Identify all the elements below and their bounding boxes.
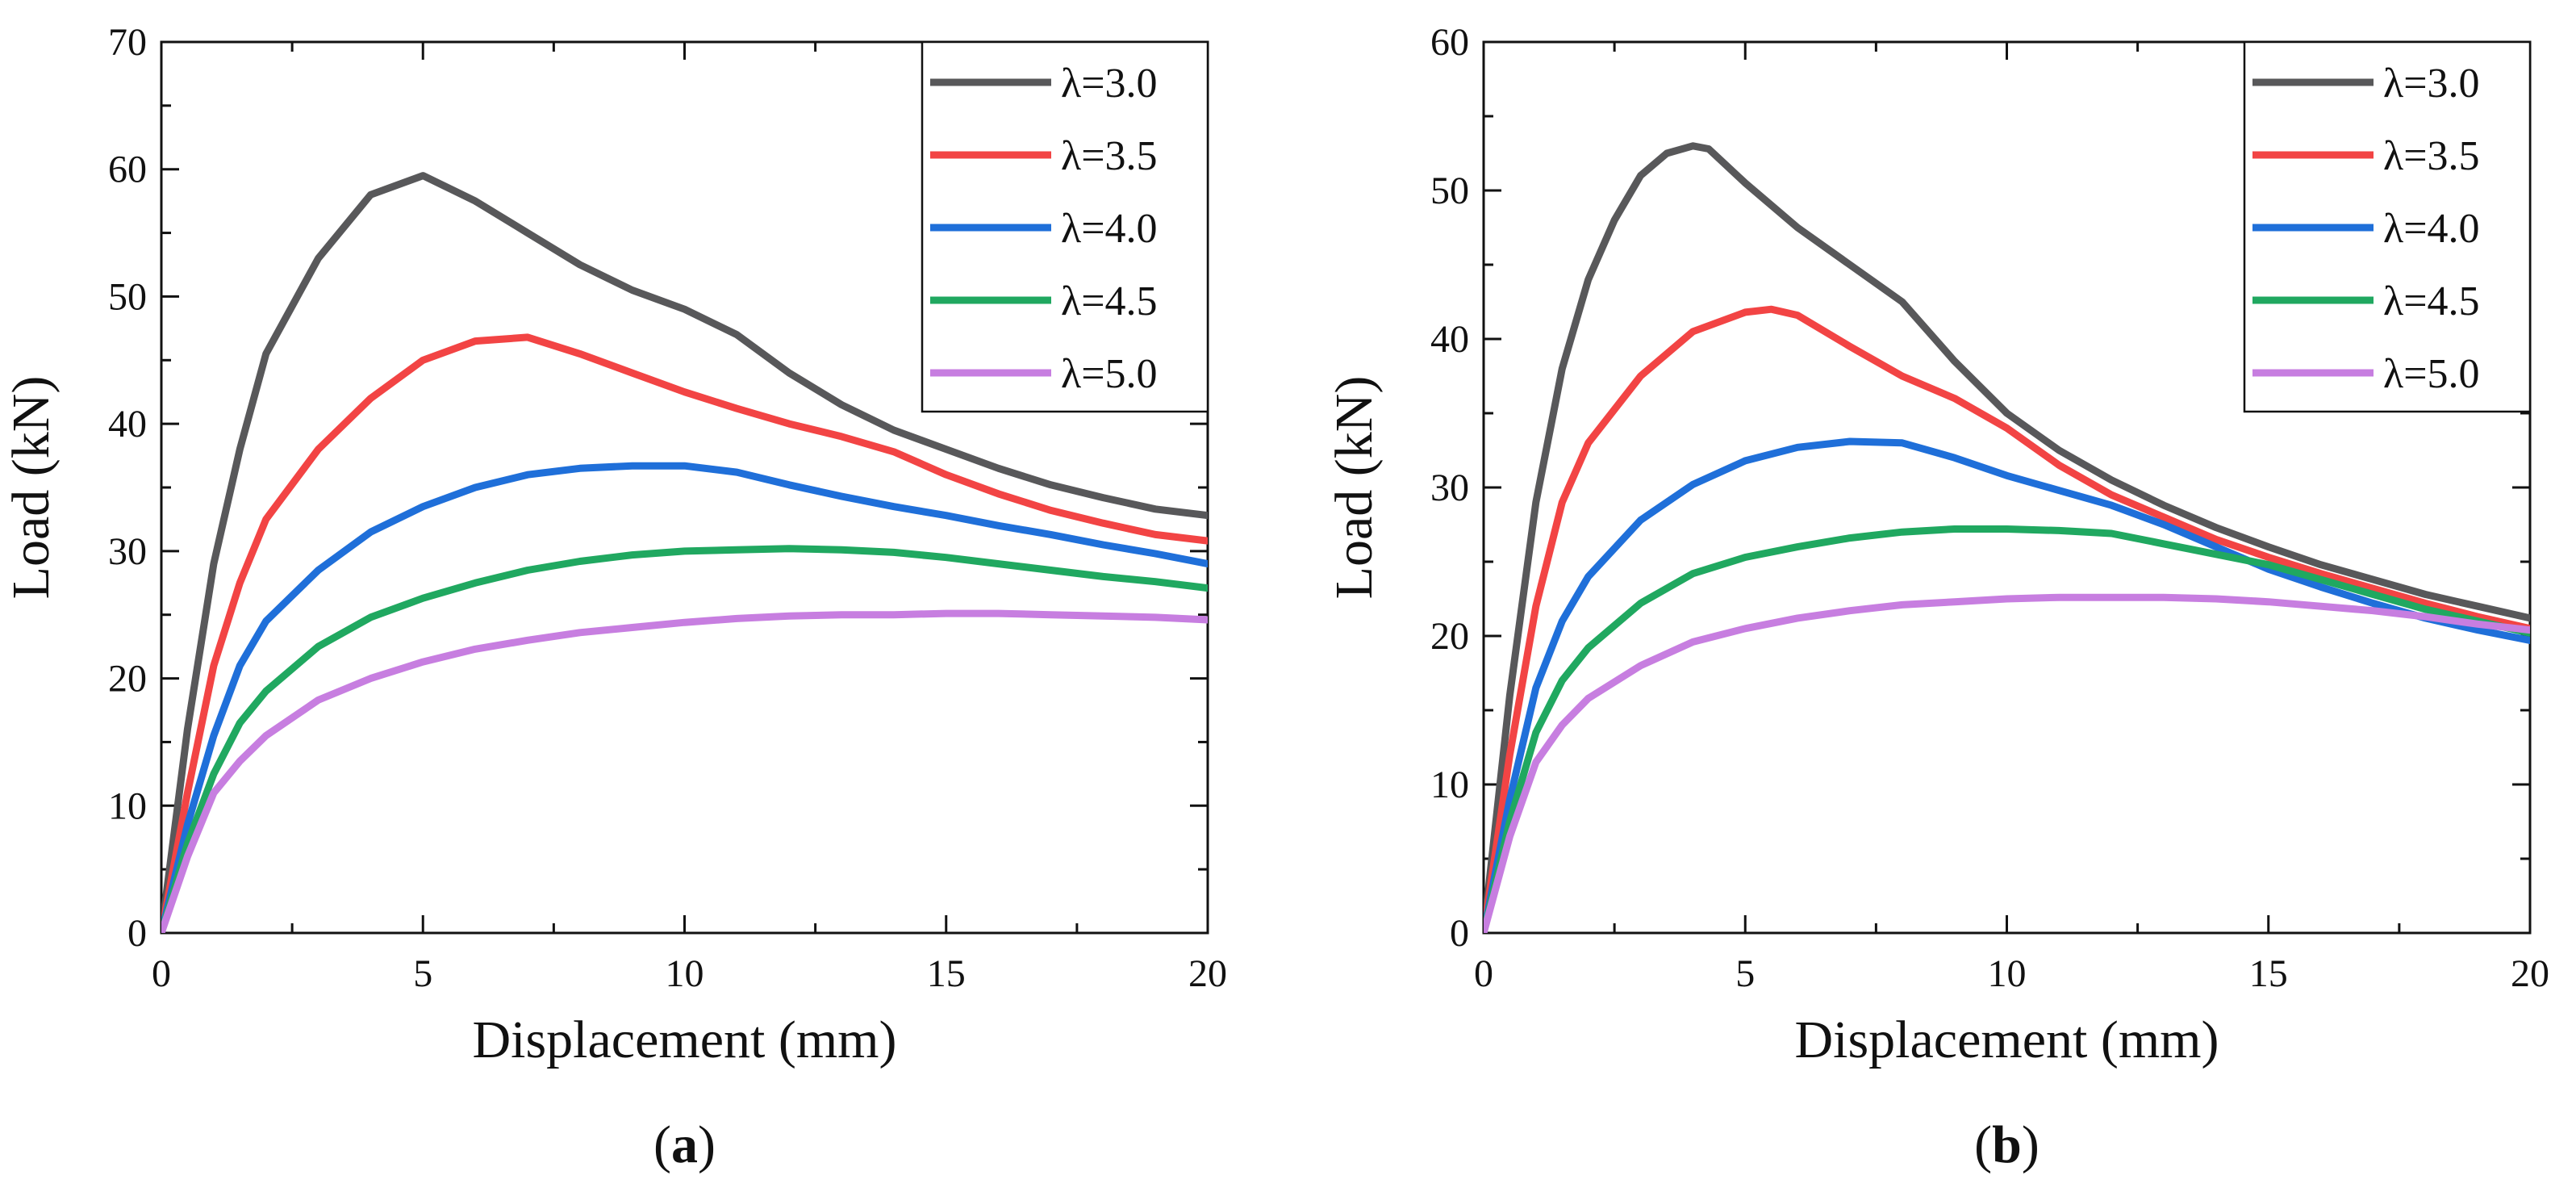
y-tick-label: 10	[1430, 763, 1469, 806]
x-tick-label: 20	[1188, 952, 1227, 995]
legend-label: λ=4.0	[2383, 206, 2480, 252]
chart-panel-a: 0 5 10 15 20010203040506070λ=3.0λ=3.5λ=4.0λ=…	[2, 21, 1227, 1174]
series-line-1	[161, 172, 1208, 933]
legend-label: λ=5.0	[1061, 351, 1158, 397]
x-tick-label: 10	[1988, 952, 2027, 995]
series-line-3	[1484, 437, 2530, 933]
legend-label: λ=3.0	[1061, 61, 1158, 107]
legend-label: λ=3.5	[1061, 133, 1158, 179]
x-tick-label: 10	[666, 952, 704, 995]
y-tick-label: 30	[108, 530, 147, 573]
series-line-3	[161, 462, 1208, 933]
x-tick-label: 5	[1735, 952, 1755, 995]
y-tick-label: 50	[108, 275, 147, 318]
legend-label: λ=3.5	[2383, 133, 2480, 179]
y-tick-label: 50	[1430, 169, 1469, 212]
panel-label: (a)	[653, 1115, 716, 1174]
y-tick-label: 20	[1430, 615, 1469, 658]
y-tick-label: 30	[1430, 466, 1469, 509]
y-tick-label: 40	[108, 403, 147, 446]
x-tick-label: 5	[413, 952, 432, 995]
series-line-4	[1484, 525, 2530, 933]
y-tick-label: 40	[1430, 318, 1469, 361]
y-tick-label: 60	[1430, 21, 1469, 64]
legend: λ=3.0 λ=3.5 λ=4.0 λ=4.5 λ=5.0	[921, 40, 1209, 413]
y-tick-label: 20	[108, 658, 147, 701]
x-tick-label: 15	[2249, 952, 2288, 995]
series-line-2	[161, 333, 1208, 933]
y-axis-label: Load (kN)	[1325, 376, 1384, 600]
series-line-2	[1484, 305, 2530, 933]
legend-label: λ=4.0	[1061, 206, 1158, 252]
legend-label: λ=3.0	[2383, 61, 2480, 107]
legend-label: λ=4.5	[1061, 278, 1158, 324]
x-axis-label: Displacement (mm)	[472, 1010, 896, 1069]
y-axis-label: Load (kN)	[2, 376, 61, 600]
legend-label: λ=5.0	[2383, 351, 2480, 397]
y-tick-label: 60	[108, 148, 147, 191]
series-line-4	[161, 545, 1208, 933]
series-line-1	[1484, 142, 2530, 933]
series-line-5	[1484, 593, 2530, 933]
x-tick-label: 20	[2511, 952, 2549, 995]
y-tick-label: 10	[108, 784, 147, 827]
y-tick-label: 70	[108, 21, 147, 64]
panel-label: (b)	[1974, 1115, 2040, 1174]
y-tick-label: 0	[1450, 912, 1469, 955]
series-line-5	[161, 609, 1208, 933]
legend-label: λ=4.5	[2383, 278, 2480, 324]
y-tick-label: 0	[127, 912, 147, 955]
legend: λ=3.0 λ=3.5 λ=4.0 λ=4.5 λ=5.0	[2243, 40, 2532, 413]
x-tick-label: 0	[1474, 952, 1493, 995]
x-tick-label: 15	[927, 952, 966, 995]
x-axis-label: Displacement (mm)	[1794, 1010, 2219, 1069]
chart-panel-b: 0 5 10 15 20 0 10 20 30 40 50 60 λ=3.0 λ=3.5 λ=4.0 λ=4.…	[1325, 21, 2549, 1174]
x-tick-label: 0	[152, 952, 171, 995]
